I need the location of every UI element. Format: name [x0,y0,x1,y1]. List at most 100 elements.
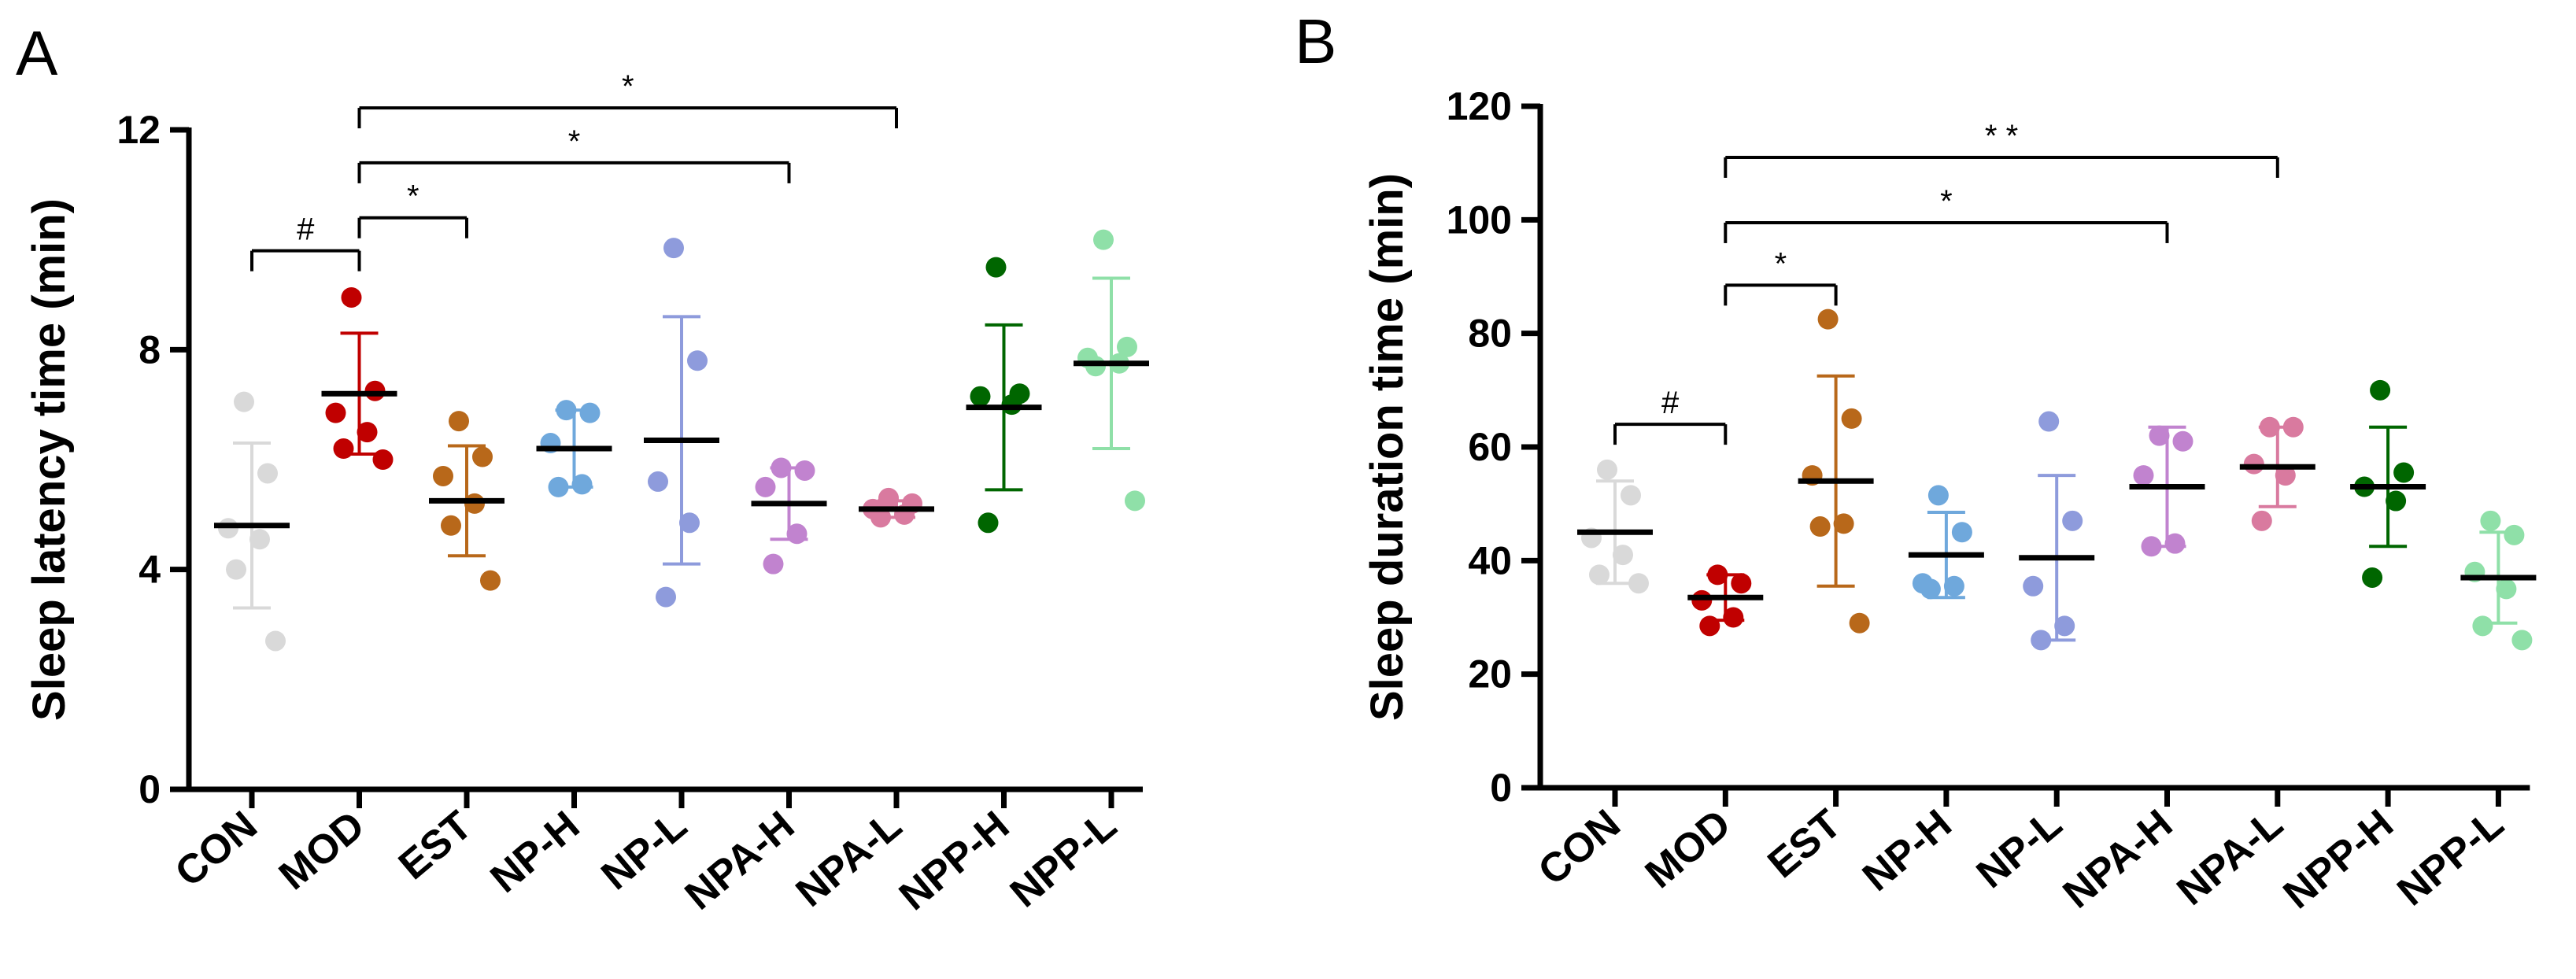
panel-a-y-tick-label: 8 [139,327,161,371]
panel-b-data-point [2393,462,2415,483]
panel-b-data-point [2504,524,2525,545]
panel-b-data-point [1927,485,1949,506]
panel-a-data-point [556,400,577,421]
panel-a-data-point [1125,490,1145,512]
panel-a-data-point [325,402,346,423]
panel-b-x-tick-label: NPP-H [2275,801,2402,918]
panel-a-data-point [441,515,461,536]
panel-a-label: A [16,18,58,88]
panel-a-data-point [985,257,1007,278]
panel-b-significance-label: # [1661,386,1680,420]
panel-a-data-point [357,422,378,443]
panel-a-data-point [548,476,569,497]
panel-a-data-point [433,465,453,486]
panel-a-data-point [579,402,601,423]
panel-a-significance-label: * [568,124,581,159]
panel-b-y-tick-label: 0 [1490,766,1512,810]
panel-a-data-point [771,457,792,478]
panel-b-y-tick-label: 120 [1447,84,1512,128]
panel-b-data-point [2038,411,2060,432]
panel-a-x-tick-label: NP-H [482,803,589,902]
panel-a-data-point [755,476,776,497]
panel-b-data-point [1613,545,1633,566]
panel-a-data-point [341,286,362,308]
panel-b-data-point [2031,630,2052,651]
panel-b-data-point [1849,612,1870,634]
panel-b-data-point [2141,536,2162,557]
panel-b-x-tick-label: NPA-L [2168,801,2291,914]
panel-b-x-tick-label: MOD [1637,801,1739,897]
panel-b-data-point [1621,485,1641,506]
panel-a-data-point [970,386,991,407]
panel-a-data-point [648,471,668,492]
panel-b-data-point [1943,575,1964,597]
panel-b-data-point [1809,516,1831,538]
panel-b-x-tick-label: CON [1530,801,1629,895]
panel-a-data-point [257,463,278,484]
panel-b-x-tick-label: NPP-L [2389,801,2512,915]
panel-b-data-point [1817,308,1839,330]
panel-a-x-tick-label: CON [167,803,266,896]
panel-a-x-tick-label: MOD [271,803,373,899]
panel-b-data-point [1723,607,1744,628]
panel-b-y-tick-label: 20 [1468,652,1512,696]
panel-a-data-point [656,586,676,608]
panel-b-y-tick-label: 80 [1468,312,1512,356]
panel-b-data-point [2243,453,2264,475]
panel-b-data-point [2282,416,2304,438]
panel-b-data-point [2496,578,2517,600]
panel-b-data-point [2172,430,2193,452]
panel-b-data-point [1699,615,1720,637]
panel-a-data-point [372,449,394,470]
panel-a-data-point [663,238,684,259]
panel-b-data-point [1833,513,1854,534]
panel-a-y-axis-title: Sleep latency time (min) [24,198,75,721]
panel-a-data-point [763,553,784,574]
panel-a-data-point [687,350,708,371]
panel-a-x-tick-label: NPP-L [1002,803,1125,917]
panel-b-data-point [2062,510,2083,531]
panel-b-data-point [1920,578,1941,600]
panel-b-y-axis-title: Sleep duration time (min) [1362,173,1413,721]
panel-b-data-point [1597,459,1617,480]
panel-b-data-point [2472,615,2493,637]
panel-b-significance-label: * * [1985,119,2018,153]
panel-b-data-point [2251,510,2272,531]
panel-b-y-tick-label: 100 [1447,198,1512,242]
panel-a-x-tick-label: NPA-H [677,803,803,919]
panel-a-data-point [249,529,270,550]
panel-b-data-point [2259,416,2280,438]
panel-a-y-tick-label: 4 [139,548,161,592]
panel-b-x-tick-label: NP-H [1854,801,1961,900]
panel-b-data-point [1707,564,1728,586]
panel-b-data-point [1951,522,1972,543]
panel-b-data-point [2275,465,2296,486]
panel-b-data-point [2054,615,2075,637]
panel-a-x-tick-label: NPP-H [891,803,1018,919]
panel-a-data-point [234,391,254,412]
panel-b-data-point [2511,630,2533,651]
panel-a-data-point [480,570,501,591]
panel-a-data-point [870,507,891,528]
panel-a-data-point [333,438,354,460]
panel-b-label: B [1295,6,1336,76]
panel-a-y-tick-label: 12 [116,108,161,152]
panel-b-data-point [2133,465,2154,486]
panel-a-significance-label: # [297,212,315,247]
panel-a-data-point [786,523,808,545]
panel-b-data-point [2480,510,2501,531]
panel-b-significance-label: * [1940,184,1953,219]
panel-b-data-point [1589,564,1610,586]
panel-b-data-point [1691,589,1713,611]
panel-a-significance-label: * [407,179,419,214]
panel-b-significance-label: * [1775,246,1787,281]
panel-b-data-point [1731,573,1752,594]
panel-b-data-point [1628,573,1649,594]
panel-a-data-point [472,446,493,467]
panel-b-y-tick-label: 60 [1468,425,1512,469]
panel-a-data-point [449,411,469,432]
panel-b-data-point [2362,567,2383,588]
panel-a-data-point [1117,336,1137,357]
panel-a-x-tick-label: EST [390,803,481,889]
